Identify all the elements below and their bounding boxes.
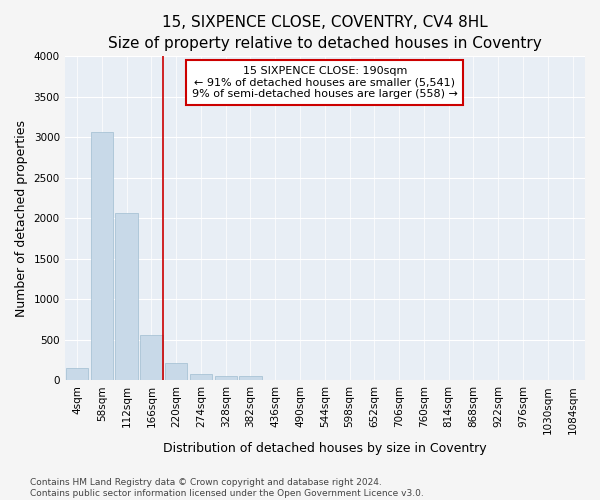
Text: 15 SIXPENCE CLOSE: 190sqm
← 91% of detached houses are smaller (5,541)
9% of sem: 15 SIXPENCE CLOSE: 190sqm ← 91% of detac… — [192, 66, 458, 99]
Bar — [115, 214, 138, 380]
Bar — [165, 363, 187, 380]
Title: 15, SIXPENCE CLOSE, COVENTRY, CV4 8HL
Size of property relative to detached hous: 15, SIXPENCE CLOSE, COVENTRY, CV4 8HL Si… — [108, 15, 542, 51]
Text: Contains HM Land Registry data © Crown copyright and database right 2024.
Contai: Contains HM Land Registry data © Crown c… — [30, 478, 424, 498]
Bar — [140, 335, 163, 380]
Bar — [239, 376, 262, 380]
Bar — [66, 368, 88, 380]
Bar — [215, 376, 237, 380]
Y-axis label: Number of detached properties: Number of detached properties — [15, 120, 28, 317]
Bar — [190, 374, 212, 380]
X-axis label: Distribution of detached houses by size in Coventry: Distribution of detached houses by size … — [163, 442, 487, 455]
Bar — [91, 132, 113, 380]
